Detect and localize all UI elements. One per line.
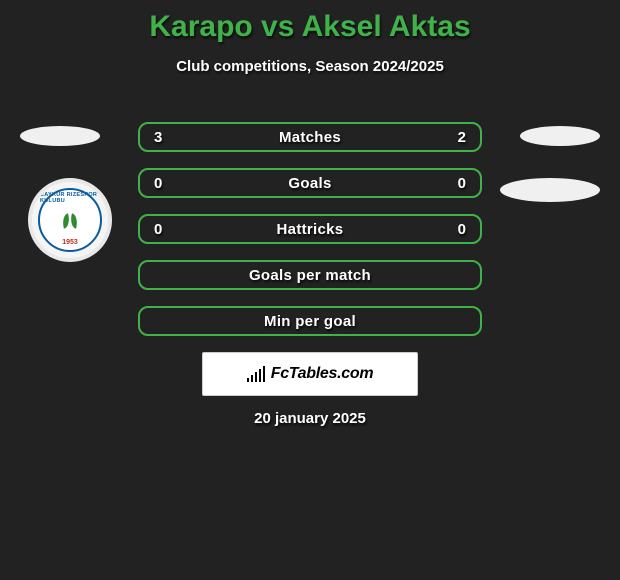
bars-icon	[247, 366, 265, 382]
stat-row-hattricks: 0 Hattricks 0	[138, 214, 482, 244]
subtitle: Club competitions, Season 2024/2025	[0, 58, 620, 75]
tea-leaf-icon	[62, 210, 78, 234]
club-year: 1953	[62, 239, 78, 246]
stat-left-value: 0	[154, 221, 162, 238]
stat-right-value: 0	[458, 221, 466, 238]
brand-badge: FcTables.com	[202, 352, 418, 396]
stat-right-value: 0	[458, 175, 466, 192]
stat-row-goals-per-match: Goals per match	[138, 260, 482, 290]
stats-container: 3 Matches 2 0 Goals 0 0 Hattricks 0 Goal…	[138, 122, 482, 352]
stat-left-value: 0	[154, 175, 162, 192]
stat-label: Matches	[279, 129, 341, 146]
stat-row-goals: 0 Goals 0	[138, 168, 482, 198]
right-player-placeholder	[520, 126, 600, 146]
stat-right-value: 2	[458, 129, 466, 146]
brand-text: FcTables.com	[271, 365, 374, 383]
stat-label: Goals	[288, 175, 331, 192]
page-title: Karapo vs Aksel Aktas	[0, 0, 620, 44]
left-club-badge: CAYKUR RIZESPOR KULUBU 1953	[28, 178, 112, 262]
stat-row-min-per-goal: Min per goal	[138, 306, 482, 336]
left-player-placeholder	[20, 126, 100, 146]
stat-label: Goals per match	[249, 267, 371, 284]
right-club-placeholder	[500, 178, 600, 202]
stat-row-matches: 3 Matches 2	[138, 122, 482, 152]
club-name-arc: CAYKUR RIZESPOR KULUBU	[40, 192, 100, 204]
stat-left-value: 3	[154, 129, 162, 146]
stat-label: Min per goal	[264, 313, 356, 330]
date-label: 20 january 2025	[0, 410, 620, 427]
stat-label: Hattricks	[277, 221, 344, 238]
